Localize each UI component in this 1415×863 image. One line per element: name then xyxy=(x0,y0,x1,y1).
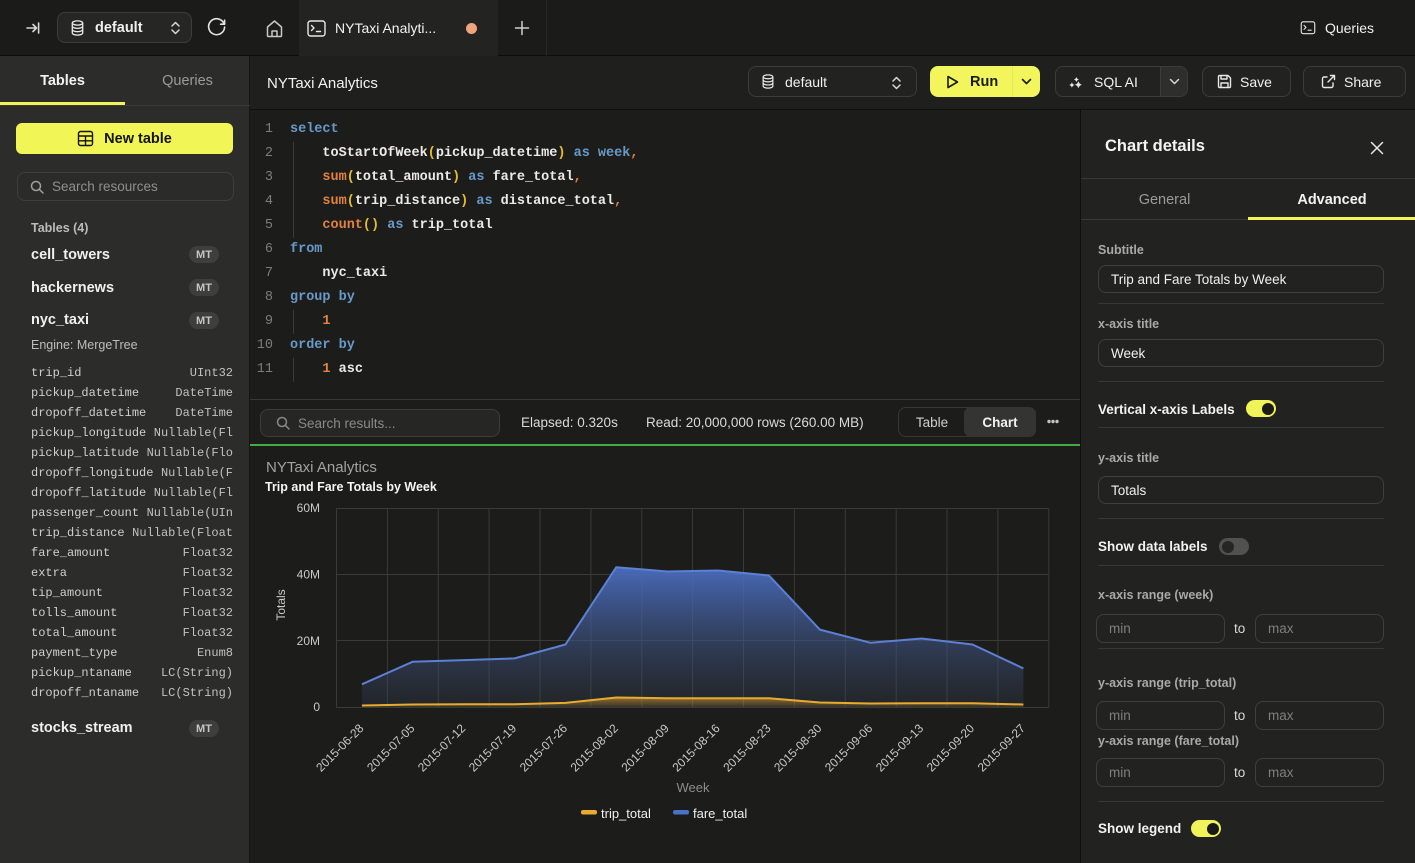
svg-text:2015-07-19: 2015-07-19 xyxy=(466,721,520,775)
svg-text:2015-07-26: 2015-07-26 xyxy=(517,721,571,775)
svg-text:trip_total: trip_total xyxy=(601,806,651,821)
svg-text:20M: 20M xyxy=(297,634,320,648)
svg-text:2015-09-20: 2015-09-20 xyxy=(924,721,978,775)
svg-text:2015-09-27: 2015-09-27 xyxy=(975,721,1029,775)
svg-text:2015-08-23: 2015-08-23 xyxy=(720,721,774,775)
svg-text:fare_total: fare_total xyxy=(693,806,747,821)
svg-text:Week: Week xyxy=(677,780,710,795)
svg-text:2015-08-02: 2015-08-02 xyxy=(568,721,622,775)
svg-text:40M: 40M xyxy=(297,568,320,582)
svg-text:2015-07-05: 2015-07-05 xyxy=(364,721,418,775)
svg-text:2015-08-16: 2015-08-16 xyxy=(669,721,723,775)
svg-text:0: 0 xyxy=(313,700,320,714)
svg-text:2015-08-30: 2015-08-30 xyxy=(771,721,825,775)
svg-text:2015-09-06: 2015-09-06 xyxy=(822,721,876,775)
svg-text:2015-06-28: 2015-06-28 xyxy=(313,721,367,775)
svg-text:Totals: Totals xyxy=(274,589,288,620)
svg-text:2015-07-12: 2015-07-12 xyxy=(415,721,469,775)
svg-text:2015-08-09: 2015-08-09 xyxy=(619,721,673,775)
svg-text:60M: 60M xyxy=(297,501,320,515)
svg-text:2015-09-13: 2015-09-13 xyxy=(873,721,927,775)
